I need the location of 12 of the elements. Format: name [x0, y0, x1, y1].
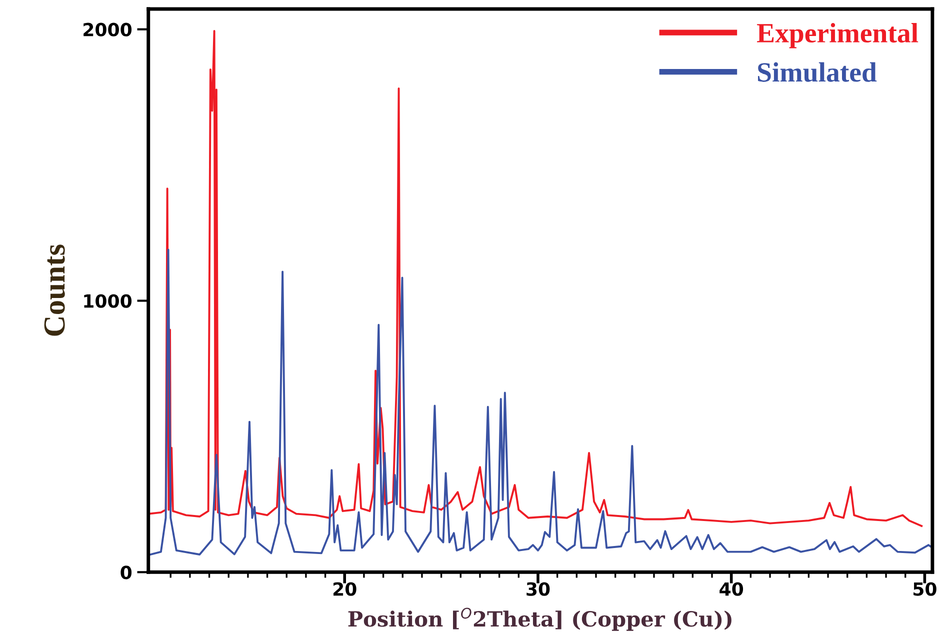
- line-series: [148, 248, 932, 556]
- y-tick-label: 2000: [84, 22, 132, 36]
- x-tick-label: 50: [914, 582, 936, 596]
- legend-label: Simulated: [758, 62, 877, 82]
- x-axis-title: Position [$^{O}$2Theta] (Copper (Cu)): [348, 608, 732, 631]
- y-axis-title: Counts: [44, 244, 65, 336]
- legend-label: Experimental: [756, 23, 918, 48]
- x-tick-label: 40: [720, 582, 744, 596]
- y-tick-label: 1000: [84, 294, 132, 308]
- x-tick-label: 30: [526, 582, 550, 596]
- y-tick-label: 0: [120, 566, 132, 580]
- x-tick-label: 20: [333, 582, 356, 596]
